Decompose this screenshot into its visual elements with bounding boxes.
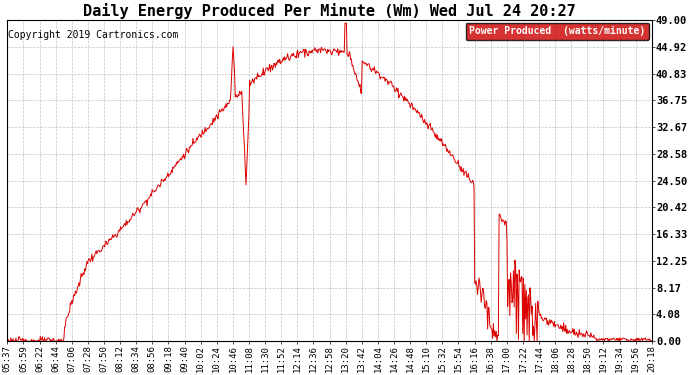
Text: Copyright 2019 Cartronics.com: Copyright 2019 Cartronics.com: [8, 30, 178, 40]
Title: Daily Energy Produced Per Minute (Wm) Wed Jul 24 20:27: Daily Energy Produced Per Minute (Wm) We…: [83, 3, 576, 19]
Legend: Power Produced  (watts/minute): Power Produced (watts/minute): [466, 22, 649, 40]
